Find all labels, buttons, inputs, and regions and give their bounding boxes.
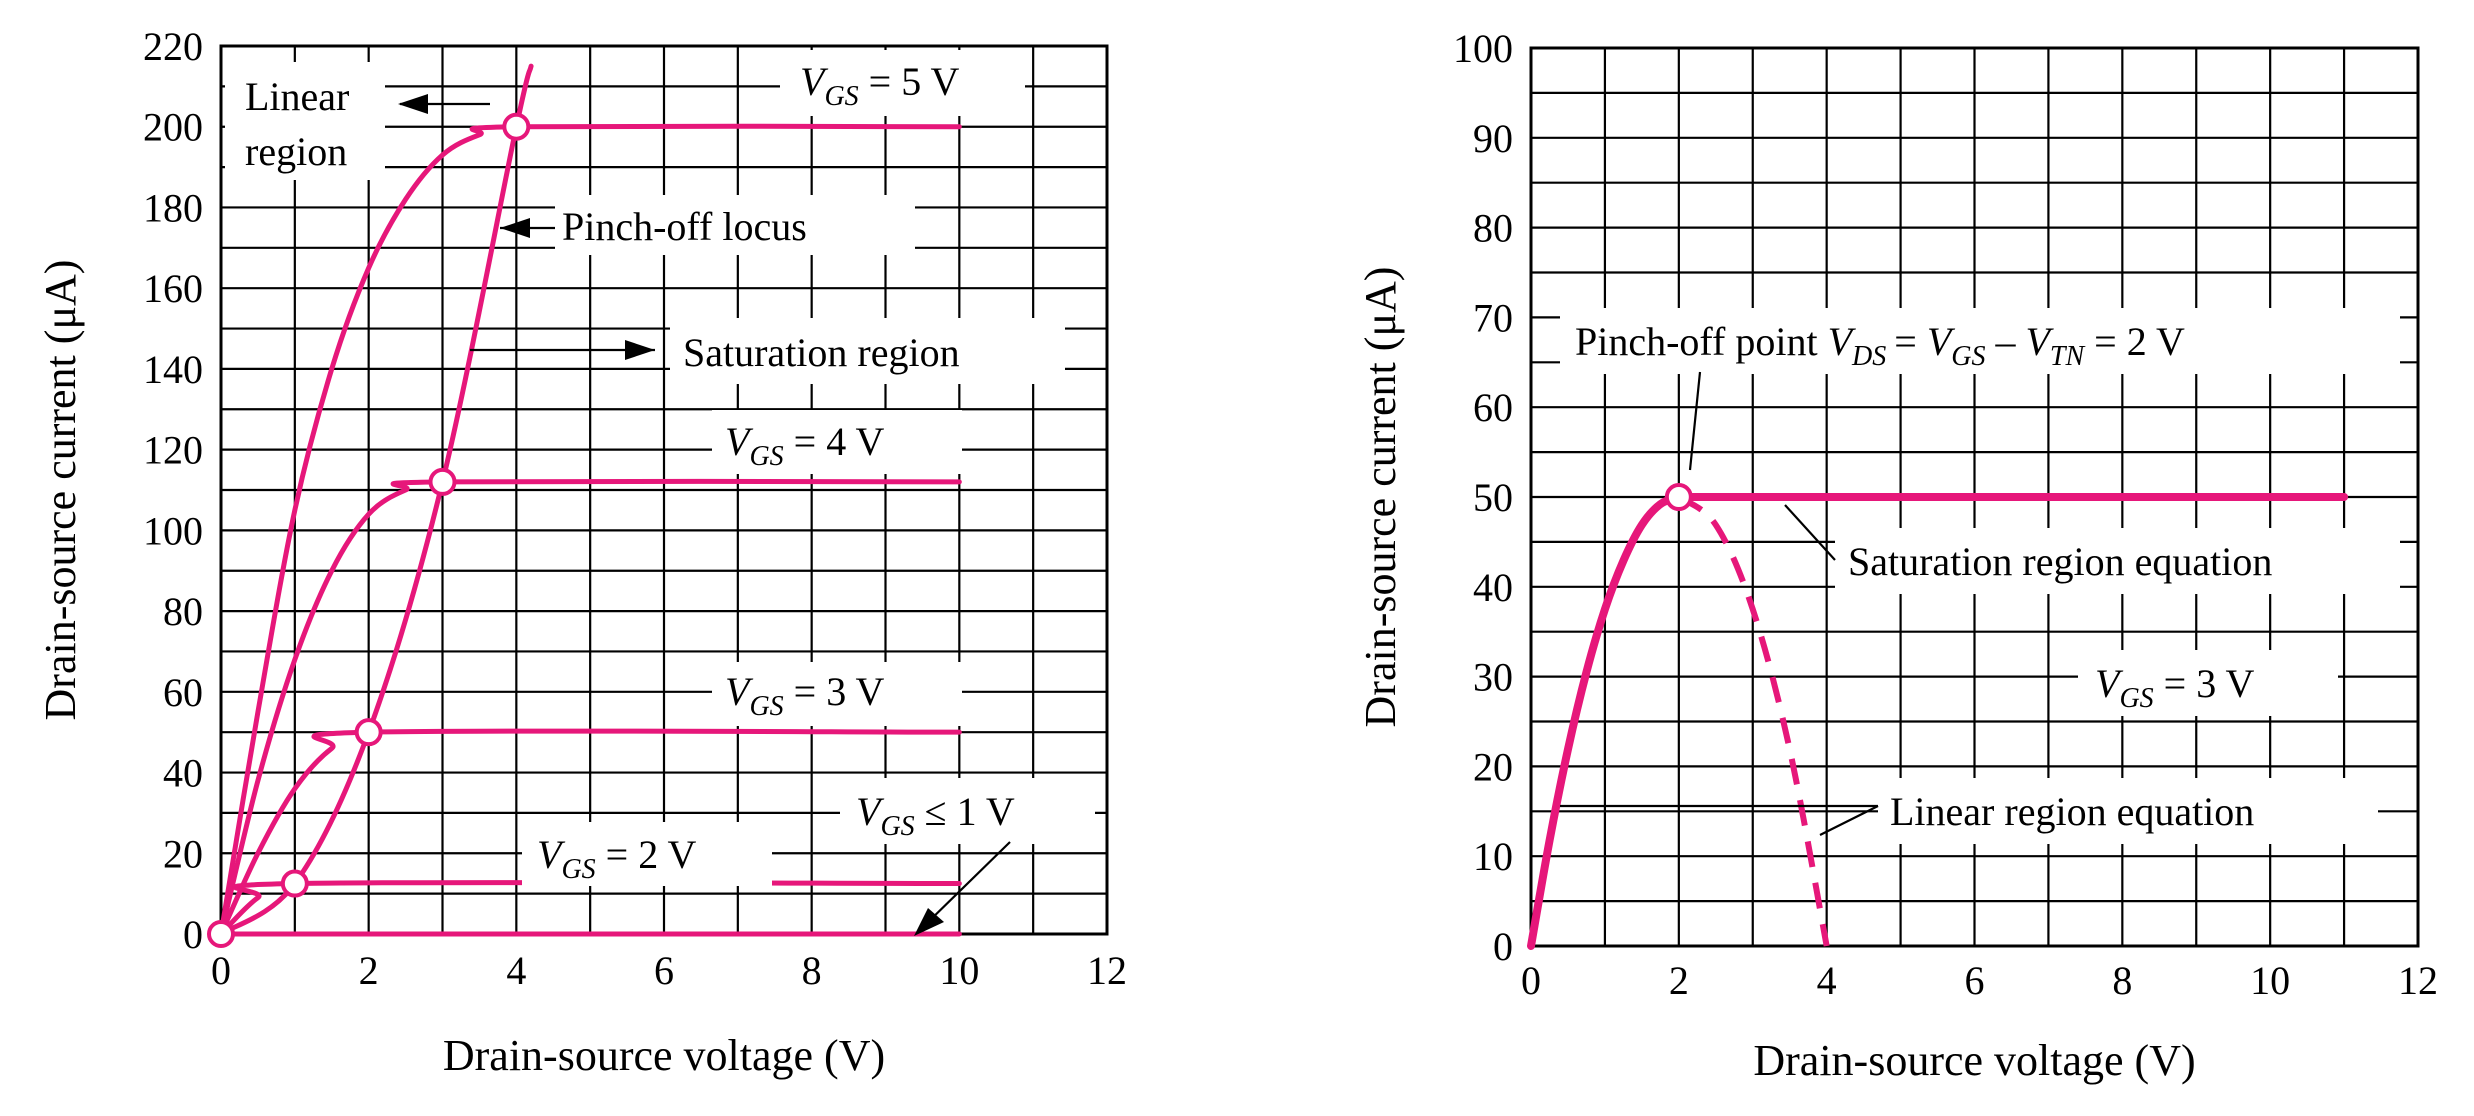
label-vgs-3: VGS = 3 V	[725, 669, 885, 722]
y-tick-label: 80	[163, 589, 203, 634]
y-tick-label: 20	[1473, 744, 1513, 789]
y-tick-label: 0	[183, 912, 203, 957]
right-curves	[1527, 483, 2349, 950]
right-chart: 0 2 4 6 8 10 12 0 10 20 30 40 50 60 70 80 90 100 Pinch-o…	[1356, 26, 2438, 1085]
x-tick-label: 8	[802, 948, 822, 993]
left-y-axis-label: Drain-source current (μA)	[36, 260, 85, 721]
label-vgs-5: VGS = 5 V	[800, 59, 960, 112]
right-x-tick-labels: 0 2 4 6 8 10 12	[1521, 958, 2438, 1003]
series-curve	[1527, 493, 1683, 950]
pinch-off-marker	[354, 718, 383, 747]
pinch-off-marker	[428, 467, 457, 496]
right-y-axis-label: Drain-source current (μA)	[1356, 267, 1405, 728]
y-tick-label: 50	[1473, 475, 1513, 520]
series-curve	[218, 728, 962, 937]
y-tick-label: 140	[143, 347, 203, 392]
label-pinch-off-locus: Pinch-off locus	[562, 204, 807, 249]
x-tick-label: 6	[1965, 958, 1985, 1003]
label-saturation-equation: Saturation region equation	[1848, 539, 2272, 584]
y-tick-label: 160	[143, 266, 203, 311]
left-x-axis-label: Drain-source voltage (V)	[443, 1031, 885, 1080]
right-annotations: Pinch-off point VDS = VGS – VTN = 2 V Sat…	[1560, 308, 2400, 844]
y-tick-label: 10	[1473, 834, 1513, 879]
y-tick-label: 20	[163, 831, 203, 876]
y-tick-label: 30	[1473, 655, 1513, 700]
x-tick-label: 4	[1817, 958, 1837, 1003]
right-y-tick-labels: 0 10 20 30 40 50 60 70 80 90 100	[1453, 26, 1513, 969]
left-y-tick-labels: 0 20 40 60 80 100 120 140 160 180 200 220	[143, 24, 203, 957]
label-vgs-4: VGS = 4 V	[725, 419, 885, 472]
y-tick-label: 80	[1473, 206, 1513, 251]
label-vgs-2: VGS = 2 V	[537, 832, 697, 885]
label-saturation-region: Saturation region	[683, 330, 960, 375]
y-tick-label: 70	[1473, 295, 1513, 340]
y-tick-label: 0	[1493, 924, 1513, 969]
x-tick-label: 2	[1669, 958, 1689, 1003]
x-tick-label: 12	[1087, 948, 1127, 993]
series-curve	[1677, 494, 1830, 947]
x-tick-label: 0	[211, 948, 231, 993]
x-tick-label: 12	[2398, 958, 2438, 1003]
x-tick-label: 4	[506, 948, 526, 993]
pinch-off-marker	[1664, 483, 1693, 511]
y-tick-label: 60	[1473, 385, 1513, 430]
y-tick-label: 40	[1473, 565, 1513, 610]
y-tick-label: 60	[163, 670, 203, 715]
right-x-axis-label: Drain-source voltage (V)	[1753, 1036, 2195, 1085]
series-curve	[218, 478, 962, 937]
left-annotations: VGS = 5 V Linear region Pinch-off locus …	[225, 50, 1095, 936]
y-tick-label: 40	[163, 751, 203, 796]
x-tick-label: 10	[939, 948, 979, 993]
y-tick-label: 180	[143, 185, 203, 230]
y-tick-label: 90	[1473, 116, 1513, 161]
pinch-off-marker	[502, 112, 531, 141]
x-tick-label: 2	[359, 948, 379, 993]
left-curves	[207, 63, 962, 948]
y-tick-label: 120	[143, 428, 203, 473]
y-tick-label: 100	[143, 508, 203, 553]
left-x-tick-labels: 0 2 4 6 8 10 12	[211, 948, 1127, 993]
label-pinch-off-point: Pinch-off point VDS = VGS – VTN = 2 V	[1575, 319, 2185, 372]
label-region: region	[245, 129, 347, 174]
pinch-off-marker	[280, 869, 309, 898]
y-tick-label: 100	[1453, 26, 1513, 71]
y-tick-label: 220	[143, 24, 203, 69]
pinch-off-marker	[207, 920, 235, 948]
label-linear-equation: Linear region equation	[1890, 789, 2254, 834]
label-linear: Linear	[245, 74, 349, 119]
x-tick-label: 0	[1521, 958, 1541, 1003]
label-vgs-le-1: VGS ≤ 1 V	[856, 789, 1015, 842]
x-tick-label: 6	[654, 948, 674, 993]
right-plot-frame	[1529, 46, 2420, 948]
left-chart: 0 2 4 6 8 10 12 0 20 40 60 80 100 120 140 160 180 200 220…	[36, 24, 1127, 1080]
label-right-vgs-3: VGS = 3 V	[2095, 661, 2255, 714]
y-tick-label: 200	[143, 105, 203, 150]
x-tick-label: 8	[2112, 958, 2132, 1003]
x-tick-label: 10	[2250, 958, 2290, 1003]
series-curve	[218, 63, 534, 937]
